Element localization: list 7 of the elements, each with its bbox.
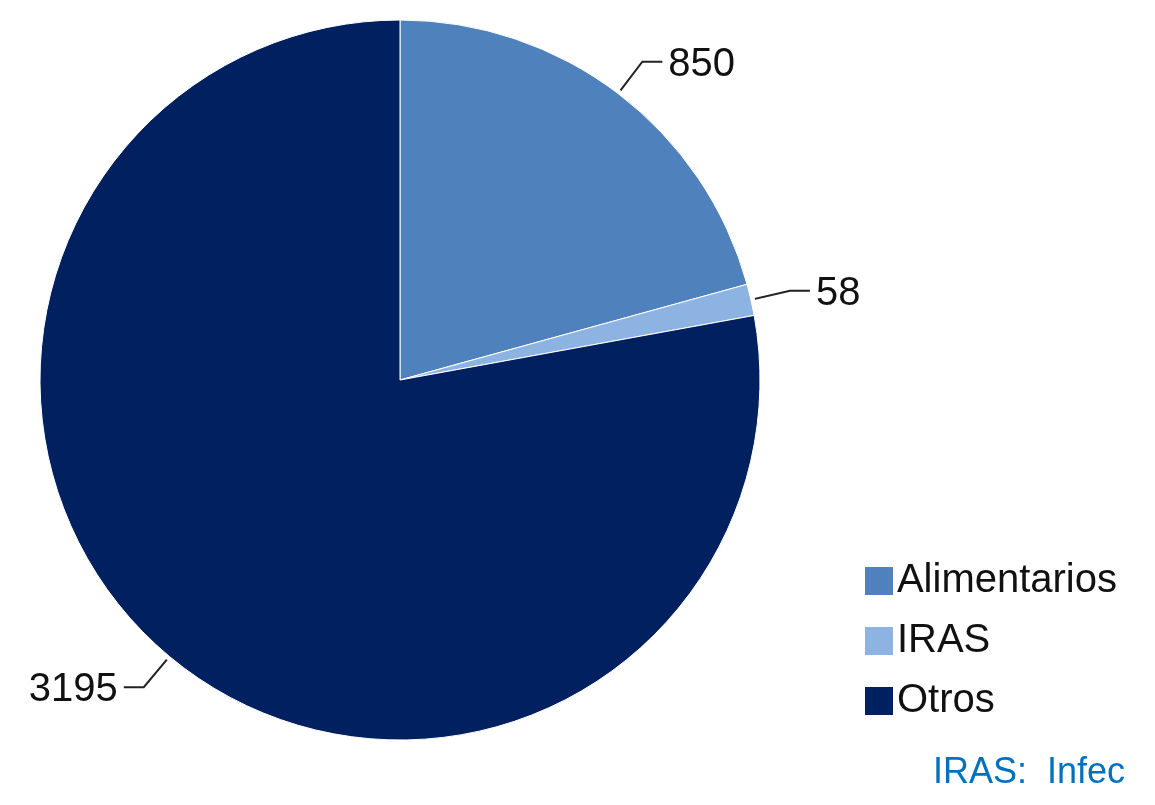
legend-label: IRAS bbox=[896, 616, 991, 660]
data-label: 58 bbox=[815, 268, 861, 313]
text: IRAS: Infec bbox=[933, 750, 1126, 792]
data-label: 3195 bbox=[28, 665, 118, 710]
legend-label: Alimentarios bbox=[896, 556, 1117, 600]
legend-label: Otros bbox=[896, 676, 995, 720]
data-label: 850 bbox=[668, 39, 736, 84]
